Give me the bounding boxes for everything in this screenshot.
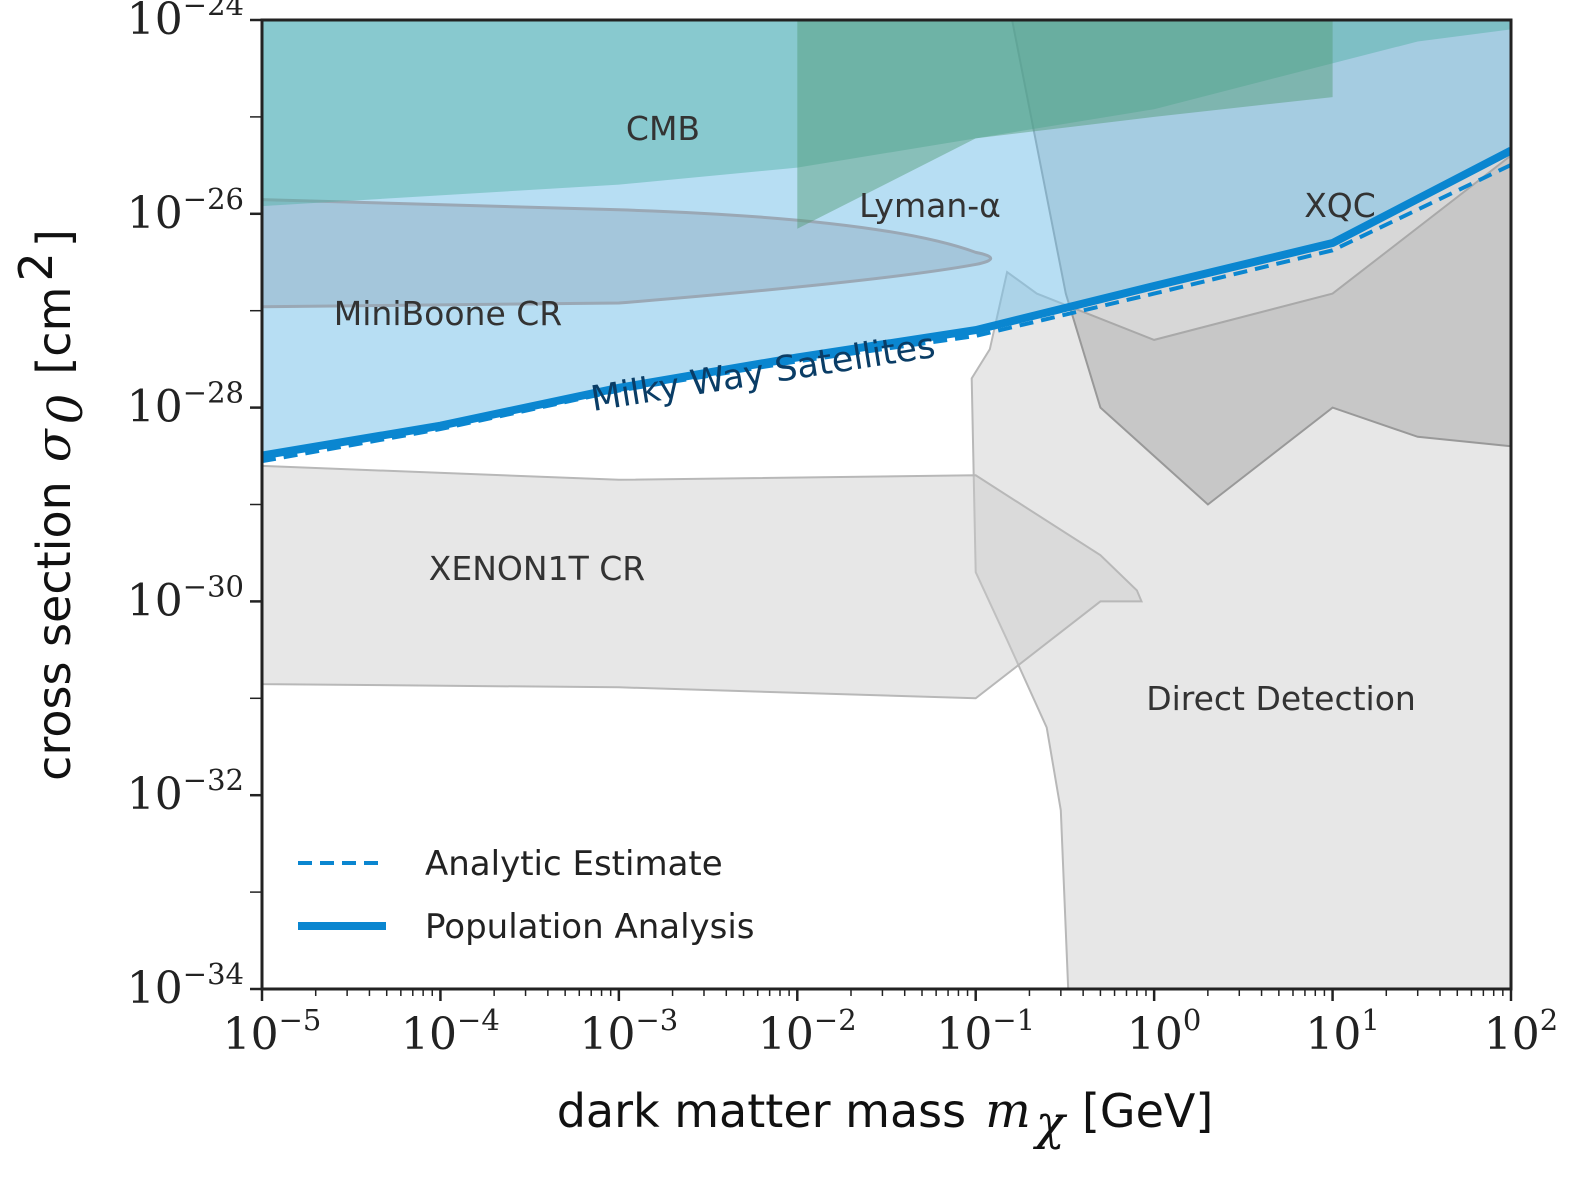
region-milky-way-satellites bbox=[262, 20, 1511, 456]
region-lyman-alpha bbox=[797, 20, 1333, 229]
y-tick-label: 10−28 bbox=[127, 376, 244, 433]
region-miniboone-cr bbox=[262, 198, 993, 309]
label-cmb: CMB bbox=[626, 109, 700, 148]
x-tick-label: 10−1 bbox=[936, 1003, 1035, 1060]
label-miniboone-cr: MiniBoone CR bbox=[334, 294, 562, 333]
y-axis-title: cross section σ 0 [cm 2 ] bbox=[9, 229, 94, 781]
x-tick-label: 10−4 bbox=[401, 1003, 500, 1060]
legend-analytic-estimate: Analytic Estimate bbox=[425, 844, 723, 884]
x-axis-title: dark matter mass m χ [GeV] bbox=[557, 1083, 1214, 1151]
y-tick-label: 10−32 bbox=[127, 763, 244, 820]
x-tick-label: 10−2 bbox=[758, 1003, 857, 1060]
axis-ticks bbox=[250, 18, 1513, 1001]
region-cmb bbox=[262, 20, 1511, 207]
label-xqc: XQC bbox=[1304, 186, 1376, 225]
axis-tick-labels: 10−5 10−4 10−3 10−2 10−1 100 101 102 10−24 10−26 1… bbox=[127, 0, 1558, 1060]
y-tick-label: 10−24 bbox=[127, 0, 244, 45]
x-tick-label: 10−3 bbox=[579, 1003, 678, 1060]
x-tick-label: 102 bbox=[1484, 1003, 1558, 1060]
label-lyman-alpha: Lyman-α bbox=[859, 186, 1001, 225]
x-tick-label: 10−5 bbox=[223, 1003, 322, 1060]
region-xenon1t-cr bbox=[262, 464, 1144, 700]
y-tick-label: 10−26 bbox=[127, 182, 244, 239]
label-xenon1t-cr: XENON1T CR bbox=[429, 549, 645, 588]
y-tick-label: 10−34 bbox=[127, 957, 244, 1014]
x-tick-label: 101 bbox=[1305, 1003, 1379, 1060]
legend-population-analysis: Population Analysis bbox=[425, 907, 755, 947]
label-direct-detection: Direct Detection bbox=[1146, 679, 1416, 718]
y-tick-label: 10−30 bbox=[127, 569, 244, 626]
limit-curves bbox=[262, 146, 1511, 464]
exclusion-regions bbox=[262, 20, 1511, 989]
x-tick-label: 100 bbox=[1127, 1003, 1201, 1060]
population-analysis-line bbox=[262, 146, 1511, 460]
legend: Analytic Estimate Population Analysis bbox=[298, 844, 755, 947]
